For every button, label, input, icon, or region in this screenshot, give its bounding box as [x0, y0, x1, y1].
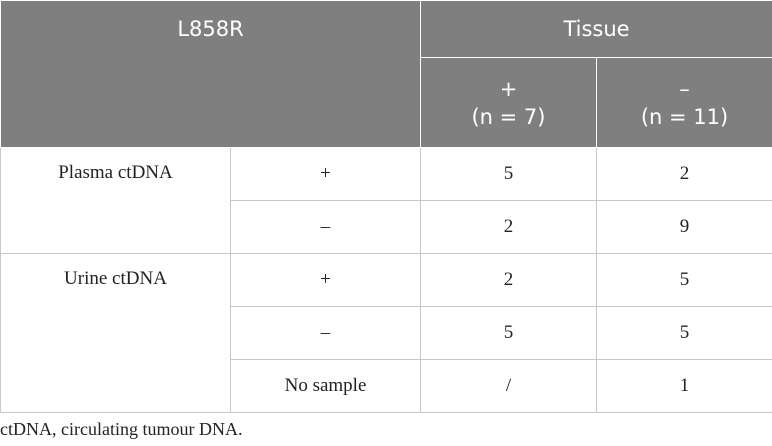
cell: 1 [595, 359, 772, 413]
column-header: + (n = 7) [420, 57, 597, 148]
cell: 2 [420, 253, 597, 307]
group-label: Urine ctDNA [0, 253, 231, 413]
group-label: Plasma ctDNA [0, 147, 231, 254]
cell: 5 [420, 147, 597, 201]
cell: 5 [420, 306, 597, 360]
column-sign: – [679, 76, 690, 101]
header-group: Tissue [419, 0, 772, 58]
row-marker: No sample [230, 359, 421, 413]
row-marker: – [230, 200, 421, 254]
cell: / [420, 359, 597, 413]
cell: 5 [595, 306, 772, 360]
row-marker: – [230, 306, 421, 360]
column-sign: + [499, 76, 518, 101]
column-n: (n = 11) [640, 104, 729, 129]
cell: 2 [420, 200, 597, 254]
column-n: (n = 7) [471, 104, 546, 129]
cell: 5 [595, 253, 772, 307]
row-marker: + [230, 147, 421, 201]
row-marker: + [230, 253, 421, 307]
cell: 9 [595, 200, 772, 254]
footnote: ctDNA, circulating tumour DNA. [0, 419, 243, 439]
data-table: L858R Tissue + (n = 7) – (n = 11) Plasma c… [0, 0, 772, 413]
cell: 2 [595, 147, 772, 201]
header-title: L858R [0, 0, 421, 148]
column-header: – (n = 11) [595, 57, 772, 148]
